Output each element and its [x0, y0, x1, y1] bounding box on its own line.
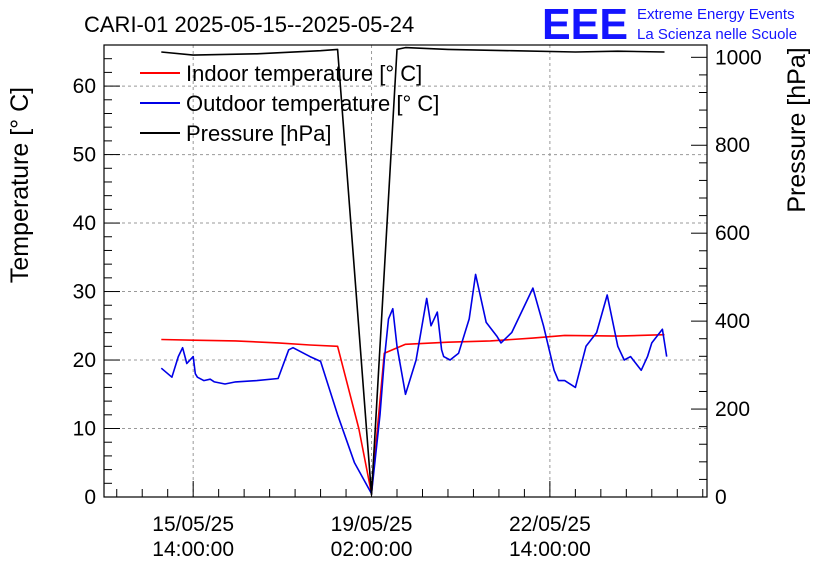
- y-tick-label: 10: [73, 418, 96, 441]
- x-tick-time: 14:00:00: [509, 538, 591, 561]
- x-tick-date: 22/05/25: [509, 513, 591, 536]
- y-tick-label: 40: [73, 212, 96, 235]
- series-lines: [160, 46, 668, 496]
- legend-label-outdoor: Outdoor temperature [° C]: [186, 91, 439, 116]
- y2-tick-label: 1000: [715, 46, 762, 69]
- plot-frame: [103, 44, 708, 498]
- logo-line-1: Extreme Energy Events: [637, 6, 795, 23]
- y-tick-label: 0: [84, 486, 96, 509]
- legend-label-indoor: Indoor temperature [° C]: [186, 61, 422, 86]
- eee-logo-mark: EEE: [542, 0, 628, 49]
- y2-tick-label: 0: [715, 486, 727, 509]
- x-tick-date: 19/05/25: [331, 513, 413, 536]
- y2-axis-title: Pressure [hPa]: [783, 47, 811, 212]
- x-tick-date: 15/05/25: [152, 513, 234, 536]
- y-tick-label: 30: [73, 281, 96, 304]
- y2-tick-label: 600: [715, 222, 750, 245]
- outdoor-temperature-line: [160, 273, 668, 495]
- x-tick-time: 14:00:00: [152, 538, 234, 561]
- axis-ticks: 01020304050600200400600800100015/05/2514…: [73, 44, 762, 561]
- logo-line-2: La Scienza nelle Scuole: [637, 26, 797, 43]
- pressure-line: [161, 46, 665, 496]
- x-tick-time: 02:00:00: [331, 538, 413, 561]
- legend: Indoor temperature [° C] Outdoor tempera…: [140, 61, 439, 146]
- y2-tick-label: 400: [715, 310, 750, 333]
- y-tick-label: 60: [73, 75, 96, 98]
- y-tick-label: 50: [73, 144, 96, 167]
- y2-tick-label: 800: [715, 134, 750, 157]
- indoor-temperature-line: [161, 333, 665, 495]
- legend-label-pressure: Pressure [hPa]: [186, 121, 332, 146]
- y-axis-title: Temperature [° C]: [6, 87, 34, 283]
- y2-tick-label: 200: [715, 398, 750, 421]
- chart-title: CARI-01 2025-05-15--2025-05-24: [84, 12, 414, 37]
- y-tick-label: 20: [73, 349, 96, 372]
